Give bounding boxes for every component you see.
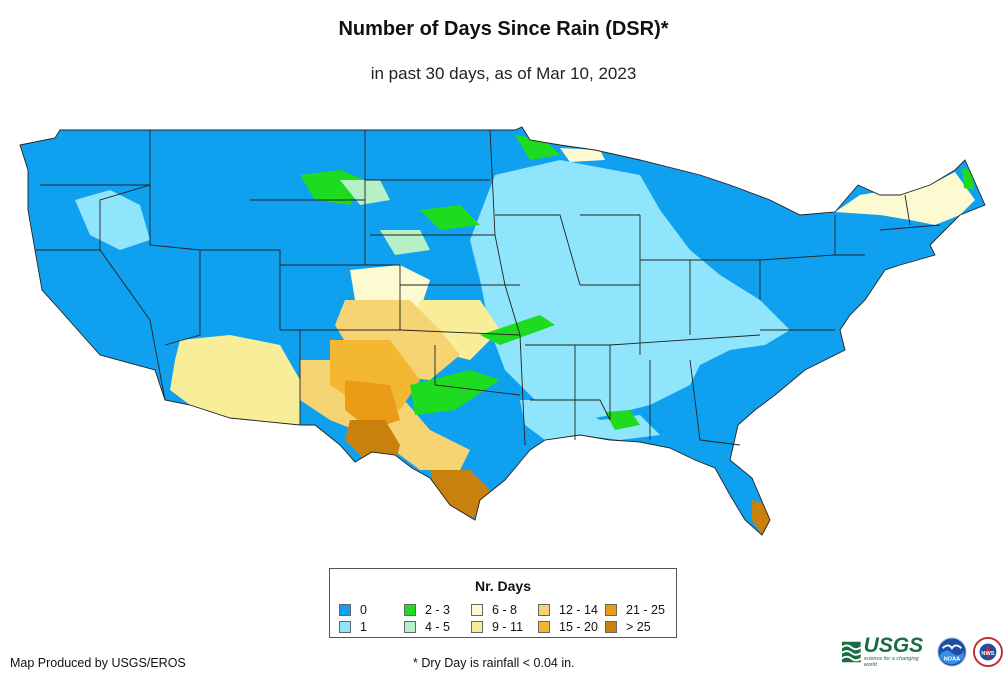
- legend-label: 1: [360, 620, 367, 634]
- dry-day-footnote: * Dry Day is rainfall < 0.04 in.: [413, 656, 575, 670]
- legend-item-0: 0: [339, 603, 367, 617]
- legend-swatch: [605, 621, 617, 633]
- map-credit: Map Produced by USGS/EROS: [10, 656, 186, 670]
- legend-swatch: [339, 604, 351, 616]
- region-dsr-1-rockies: [75, 190, 150, 250]
- nws-logo-icon: NWS: [972, 637, 1003, 667]
- legend-swatch: [605, 604, 617, 616]
- region-dsr-2-3-kansas: [480, 315, 555, 345]
- usgs-logo: USGS science for a changing world: [842, 634, 929, 668]
- legend-item-9-11: 9 - 11: [471, 620, 523, 634]
- legend-item-4-5: 4 - 5: [404, 620, 450, 634]
- legend-swatch: [404, 621, 416, 633]
- legend-swatch: [404, 604, 416, 616]
- region-dsr-25plus-florida: [752, 500, 770, 535]
- legend-label: 2 - 3: [425, 603, 451, 617]
- legend-item-12-14: 12 - 14: [538, 603, 598, 617]
- legend-label: 0: [360, 603, 367, 617]
- map-title: Number of Days Since Rain (DSR)*: [338, 18, 669, 40]
- legend-label: 4 - 5: [425, 620, 451, 634]
- region-dsr-9-11-arizona: [170, 335, 300, 425]
- region-dsr-2-3-montana: [300, 170, 365, 205]
- usgs-tagline: science for a changing world: [863, 656, 919, 668]
- region-dsr-6-8-minnesota: [560, 148, 605, 162]
- legend-item-21-25: 21 - 25: [605, 603, 665, 617]
- legend-item-6-8: 6 - 8: [471, 603, 517, 617]
- legend-label: 21 - 25: [626, 603, 665, 617]
- usgs-wave-icon: [842, 641, 861, 663]
- region-dsr-6-8-northeast: [835, 172, 975, 225]
- legend-item-1: 1: [339, 620, 367, 634]
- region-dsr-6-8-plains: [350, 265, 430, 310]
- legend-item-2-3: 2 - 3: [404, 603, 450, 617]
- legend-item-15-20: 15 - 20: [538, 620, 598, 634]
- legend-label: 9 - 11: [492, 620, 524, 634]
- dsr-regions: [20, 127, 985, 535]
- region-dsr-2-3-minnesota: [515, 135, 560, 160]
- legend-title: Nr. Days: [474, 578, 532, 594]
- region-dsr-1-midwest: [470, 160, 790, 425]
- legend-label: > 25: [626, 620, 651, 634]
- legend-item-over-25: > 25: [605, 620, 651, 634]
- nws-logo-text: NWS: [981, 651, 994, 657]
- noaa-logo-text: NOAA: [943, 656, 960, 662]
- usgs-wordmark: USGS: [863, 634, 924, 657]
- map-legend: Nr. Days 0 1 2 - 3 4 - 5 6 - 8 9 - 11 12…: [329, 568, 677, 638]
- legend-swatch: [538, 604, 550, 616]
- legend-label: 15 - 20: [559, 620, 598, 634]
- region-dsr-2-3-dakotas: [420, 205, 480, 230]
- region-dsr-2-3-oklahoma: [410, 370, 500, 415]
- agency-logos: USGS science for a changing world NOAA N…: [842, 634, 1007, 668]
- region-dsr-2-3-louisiana: [605, 410, 640, 430]
- legend-swatch: [339, 621, 351, 633]
- legend-swatch: [538, 621, 550, 633]
- legend-swatch: [471, 604, 483, 616]
- map-subtitle: in past 30 days, as of Mar 10, 2023: [370, 64, 637, 83]
- legend-label: 12 - 14: [559, 603, 598, 617]
- region-dsr-1-gulf: [520, 400, 660, 440]
- region-dsr-4-5-dakotas: [380, 230, 430, 255]
- legend-label: 6 - 8: [492, 603, 518, 617]
- region-dsr-25plus-southtexas: [430, 470, 490, 520]
- region-dsr-21-25-westtexas: [345, 380, 400, 430]
- legend-swatch: [471, 621, 483, 633]
- noaa-logo-icon: NOAA: [937, 637, 967, 667]
- state-boundaries: [19, 126, 986, 536]
